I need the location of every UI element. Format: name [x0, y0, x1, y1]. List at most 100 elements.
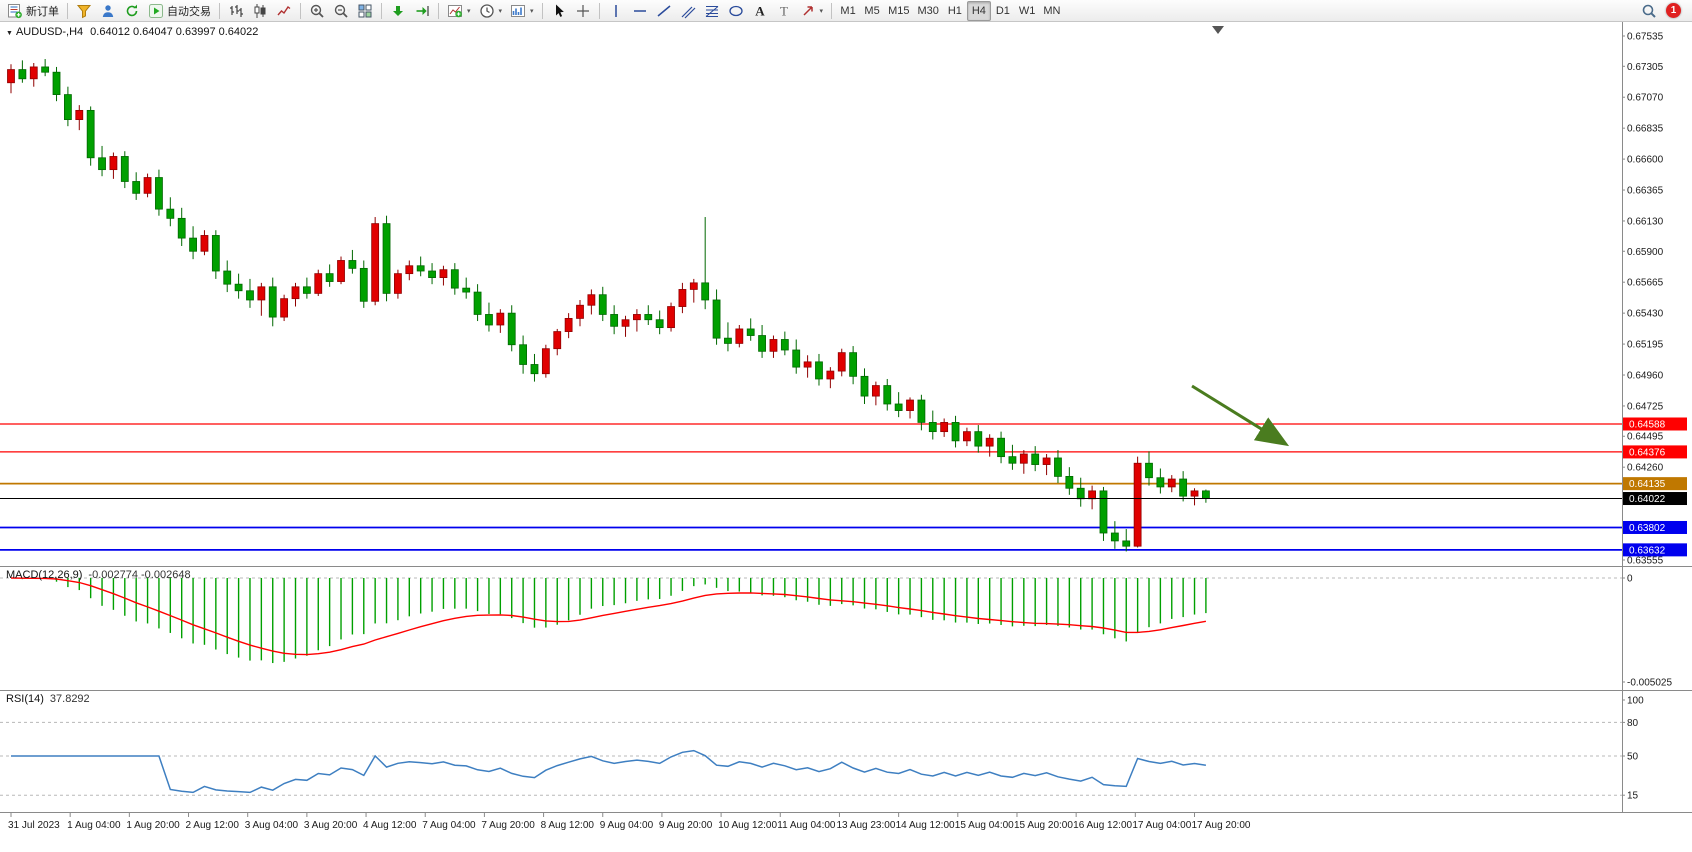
- fibonacci-button[interactable]: [700, 1, 724, 21]
- price-level-badge: 0.64135: [1623, 477, 1687, 491]
- shapes-button[interactable]: [724, 1, 748, 21]
- crosshair-button[interactable]: [571, 1, 595, 21]
- cursor-button[interactable]: [547, 1, 571, 21]
- candle: [587, 289, 596, 315]
- new-order-button[interactable]: 新订单: [3, 1, 63, 21]
- autotrading-button[interactable]: 自动交易: [144, 1, 215, 21]
- one-click-trading-toggle[interactable]: ▼: [6, 30, 13, 37]
- price-axis-label: 0.67305: [1627, 62, 1664, 73]
- candle: [1202, 489, 1210, 503]
- price-axis[interactable]: 0.67535 0.67305 0.67070 0.66835 0.66600 0.663…: [1622, 32, 1687, 567]
- text-button[interactable]: A: [748, 1, 772, 21]
- candle: [1019, 450, 1028, 474]
- vertical-line-button[interactable]: [604, 1, 628, 21]
- candle: [394, 269, 402, 299]
- refresh-icon: [124, 3, 140, 19]
- candle: [1088, 485, 1096, 510]
- rsi-line: [11, 749, 1207, 794]
- timeframe-m15-button[interactable]: M15: [888, 4, 910, 17]
- candlestick-icon: [252, 3, 268, 19]
- arrows-icon: [800, 3, 816, 19]
- auto-scroll-button[interactable]: [386, 1, 410, 21]
- candle: [473, 284, 482, 322]
- candle: [348, 249, 357, 274]
- chart-canvas[interactable]: 0.67535 0.67305 0.67070 0.66835 0.66600 0.663…: [0, 22, 1692, 852]
- candle: [871, 381, 880, 406]
- candle: [553, 328, 562, 356]
- horizontal-line-button[interactable]: [628, 1, 652, 21]
- price-axis-label: 0.66600: [1627, 155, 1664, 166]
- candle: [1099, 486, 1108, 541]
- candle: [780, 331, 789, 356]
- timeframe-w1-button[interactable]: W1: [1018, 4, 1036, 17]
- timeframe-mn-button[interactable]: MN: [1043, 4, 1061, 17]
- time-axis-label: 8 Aug 12:00: [541, 820, 595, 831]
- candlestick-chart-button[interactable]: [248, 1, 272, 21]
- candle: [155, 169, 163, 216]
- zoom-out-button[interactable]: [329, 1, 353, 21]
- text-label-button[interactable]: T: [772, 1, 796, 21]
- fibo-icon: [704, 3, 720, 19]
- vline-icon: [608, 3, 624, 19]
- notification-badge[interactable]: 1: [1666, 3, 1681, 18]
- indicators-button[interactable]: ▾: [443, 1, 475, 21]
- trendline-button[interactable]: [652, 1, 676, 21]
- indicators-icon: [447, 3, 463, 19]
- tile-windows-button[interactable]: [353, 1, 377, 21]
- candle: [610, 305, 619, 335]
- candle: [359, 260, 368, 308]
- bar-chart-button[interactable]: [224, 1, 248, 21]
- trend-arrow-annotation[interactable]: [1191, 384, 1290, 447]
- toolbar-separator: [831, 2, 833, 19]
- candle: [974, 425, 983, 453]
- candle: [621, 315, 630, 337]
- timeframe-m30-button[interactable]: M30: [917, 4, 939, 17]
- candle: [928, 410, 937, 440]
- candle: [940, 418, 949, 437]
- price-level-badge: 0.63632: [1623, 543, 1687, 557]
- templates-button[interactable]: ▾: [506, 1, 538, 21]
- timeframe-m5-button[interactable]: M5: [864, 4, 880, 17]
- price-axis-label: 0.66130: [1627, 216, 1664, 227]
- time-axis-label: 3 Aug 04:00: [245, 820, 299, 831]
- candle: [462, 277, 471, 299]
- chart-shift-button[interactable]: [410, 1, 434, 21]
- time-axis[interactable]: 31 Jul 2023 1 Aug 04:00 1 Aug 20:00 2 Aug 1…: [8, 812, 1251, 832]
- timeframe-m1-button[interactable]: M1: [840, 4, 856, 17]
- time-axis-label: 16 Aug 12:00: [1073, 820, 1132, 831]
- candle: [177, 207, 186, 246]
- search-button[interactable]: [1637, 1, 1661, 21]
- candle: [951, 415, 960, 448]
- candle: [1031, 446, 1040, 472]
- zoom-out-icon: [333, 3, 349, 19]
- line-chart-button[interactable]: [272, 1, 296, 21]
- candle: [257, 282, 266, 316]
- candle: [234, 273, 243, 299]
- svg-text:0.64588: 0.64588: [1629, 419, 1666, 430]
- refresh-button[interactable]: [120, 1, 144, 21]
- zoom-in-button[interactable]: [305, 1, 329, 21]
- candle: [223, 260, 232, 293]
- periods-button[interactable]: ▾: [475, 1, 507, 21]
- channel-button[interactable]: [676, 1, 700, 21]
- accounts-button[interactable]: [96, 1, 120, 21]
- candle: [1179, 471, 1188, 502]
- timeframe-h1-button[interactable]: H1: [947, 4, 962, 17]
- candle: [644, 305, 653, 325]
- price-level-badge: 0.64376: [1623, 445, 1687, 459]
- candle: [564, 313, 573, 339]
- candle: [485, 302, 493, 332]
- accounts-icon: [100, 3, 116, 19]
- rsi-axis-label: 15: [1627, 791, 1639, 802]
- candle: [883, 378, 892, 411]
- support-resistance-lines: [0, 423, 1622, 551]
- price-level-badge: 0.64022: [1623, 492, 1687, 506]
- timeframe-d1-button[interactable]: D1: [995, 4, 1010, 17]
- timeframe-h4-button[interactable]: H4: [966, 0, 991, 21]
- line-chart-icon: [276, 3, 292, 19]
- chart-shift-marker[interactable]: [1212, 26, 1224, 34]
- order-funnel-button[interactable]: [72, 1, 96, 21]
- zoom-in-icon: [309, 3, 325, 19]
- arrows-button[interactable]: ▾: [796, 1, 828, 21]
- candle: [325, 264, 334, 287]
